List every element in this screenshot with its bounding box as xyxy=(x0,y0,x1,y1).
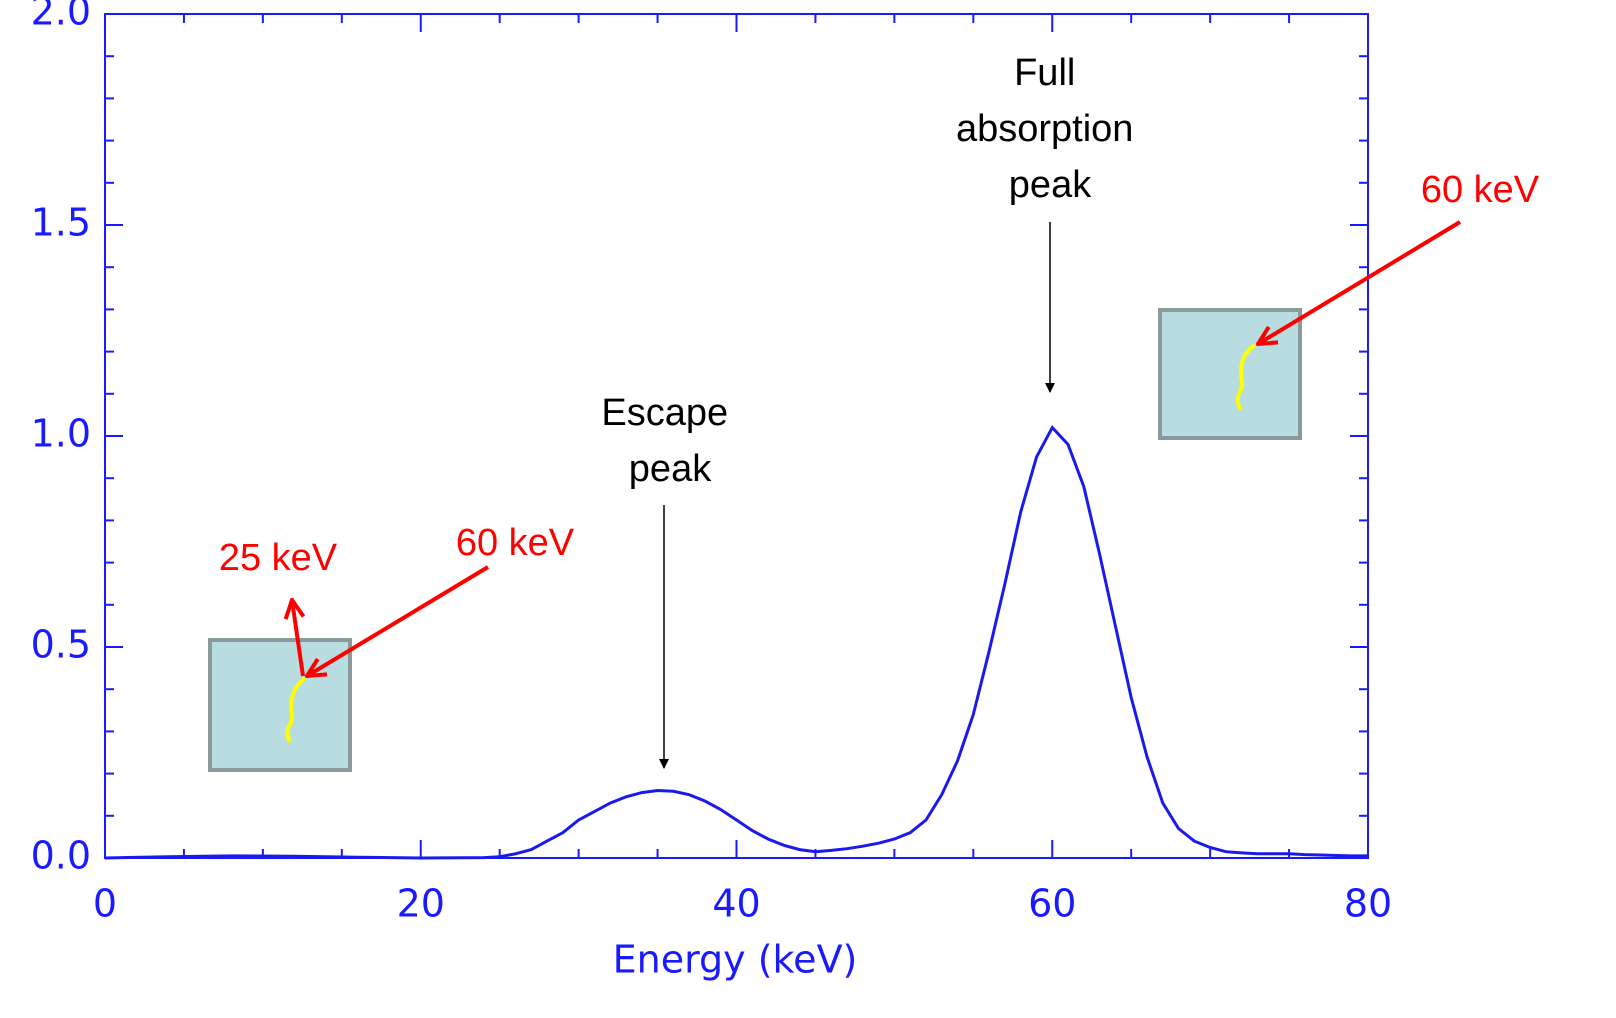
annotation-line: Full xyxy=(1014,52,1075,94)
x-tick-label: 20 xyxy=(397,882,445,926)
photon-arrow xyxy=(307,565,490,676)
photon-arrow xyxy=(292,600,303,677)
inset-label: 25 keV xyxy=(219,537,338,579)
inset-label: 60 keV xyxy=(456,522,575,564)
annotation-line: peak xyxy=(629,448,712,490)
y-tick-label: 2.0 xyxy=(31,0,91,34)
annotation-line: absorption xyxy=(956,108,1133,150)
y-tick-label: 0.5 xyxy=(31,623,91,667)
x-tick-label: 40 xyxy=(712,882,760,926)
annotation: Full absorption peak xyxy=(956,52,1144,206)
photon-arrow xyxy=(1258,220,1462,344)
x-tick-label: 80 xyxy=(1344,882,1392,926)
inset-label: 60 keV xyxy=(1421,169,1540,211)
detector-box xyxy=(208,638,352,772)
x-axis-label: Energy (keV) xyxy=(613,938,858,982)
y-tick-label: 1.0 xyxy=(31,412,91,456)
photon-track xyxy=(285,676,307,743)
annotation-line: peak xyxy=(1009,164,1092,206)
x-tick-label: 0 xyxy=(93,882,117,926)
plot: 0 20 40 60 80 0.0 0.5 1.0 1.5 2.0 xyxy=(31,0,1393,926)
x-tick-label: 60 xyxy=(1028,882,1076,926)
annotation: Escape peak xyxy=(601,392,738,490)
annotation-line: Escape xyxy=(601,392,728,434)
spectrum-line xyxy=(104,425,1368,860)
photon-track xyxy=(1235,343,1257,412)
y-tick-label: 0.0 xyxy=(31,834,91,878)
y-tick-label: 1.5 xyxy=(31,201,91,245)
